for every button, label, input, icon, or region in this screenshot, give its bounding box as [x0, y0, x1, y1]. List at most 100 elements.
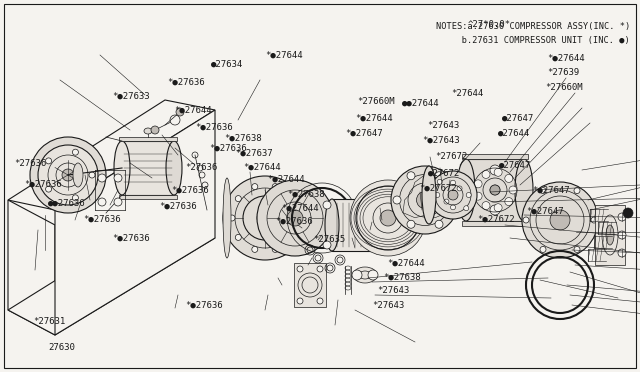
Circle shape [407, 220, 415, 228]
Text: 27630: 27630 [48, 343, 75, 352]
Ellipse shape [62, 169, 74, 181]
Circle shape [229, 215, 235, 221]
Circle shape [72, 195, 79, 201]
Circle shape [435, 192, 440, 198]
Text: *27636: *27636 [14, 159, 46, 168]
Text: *●27644: *●27644 [268, 175, 305, 184]
Text: *●27647: *●27647 [532, 186, 570, 195]
Circle shape [236, 196, 241, 202]
Circle shape [494, 168, 502, 176]
Bar [294, 263, 326, 307]
Circle shape [444, 199, 449, 204]
Ellipse shape [417, 192, 433, 208]
Ellipse shape [257, 210, 273, 226]
Text: *●27643: *●27643 [422, 136, 460, 145]
Text: *27643: *27643 [428, 121, 460, 130]
Circle shape [98, 198, 106, 206]
Polygon shape [8, 212, 215, 335]
Circle shape [379, 241, 387, 249]
Text: *●27644: *●27644 [243, 162, 281, 171]
Ellipse shape [223, 178, 231, 258]
Text: *●27636: *●27636 [83, 215, 121, 224]
Ellipse shape [457, 159, 475, 221]
Text: *●27644: *●27644 [355, 114, 393, 123]
Text: *27644: *27644 [451, 89, 483, 98]
Circle shape [466, 192, 471, 198]
Circle shape [618, 249, 626, 257]
Ellipse shape [287, 210, 303, 226]
Text: *●27636: *●27636 [195, 123, 233, 132]
Circle shape [317, 298, 323, 304]
Text: *●27638: *●27638 [287, 190, 324, 199]
Ellipse shape [166, 141, 182, 195]
Bar [462, 221, 528, 226]
Circle shape [540, 246, 546, 253]
Circle shape [197, 165, 203, 171]
Circle shape [151, 126, 159, 134]
Circle shape [509, 186, 517, 194]
Text: *27660M: *27660M [357, 97, 395, 106]
Text: *27636: *27636 [186, 163, 218, 172]
Circle shape [272, 184, 278, 190]
Circle shape [574, 246, 580, 253]
Text: *●27636: *●27636 [112, 234, 150, 243]
Circle shape [252, 184, 258, 190]
Text: ●●27644: ●●27644 [402, 99, 440, 108]
Text: *●27633: *●27633 [112, 92, 150, 100]
Text: ●27672: ●27672 [428, 169, 460, 177]
Bar [595, 205, 625, 265]
Circle shape [202, 182, 208, 188]
Ellipse shape [550, 210, 570, 230]
Text: *●27672: *●27672 [477, 215, 515, 224]
Circle shape [490, 205, 500, 215]
Ellipse shape [515, 159, 533, 221]
Circle shape [393, 196, 401, 204]
Text: *●27647: *●27647 [346, 129, 383, 138]
Circle shape [474, 192, 482, 200]
Circle shape [623, 208, 633, 218]
Ellipse shape [371, 199, 385, 251]
Circle shape [435, 172, 443, 180]
Circle shape [407, 172, 415, 180]
Text: ^27*0.0*: ^27*0.0* [467, 20, 510, 29]
Circle shape [89, 172, 95, 178]
Text: *27635: *27635 [314, 235, 346, 244]
Circle shape [170, 115, 180, 125]
Circle shape [464, 206, 468, 211]
Text: *●27647: *●27647 [526, 207, 564, 216]
Polygon shape [55, 110, 215, 335]
Text: b.27631 COMPRESSOR UNIT (INC. ●): b.27631 COMPRESSOR UNIT (INC. ●) [404, 36, 630, 45]
Circle shape [379, 201, 387, 209]
Circle shape [323, 201, 331, 209]
Ellipse shape [73, 163, 83, 187]
Text: ●27647: ●27647 [502, 114, 534, 123]
Ellipse shape [38, 145, 98, 205]
Bar [119, 137, 177, 141]
Text: NOTES:a.27630 COMPRESSOR ASSY(INC. *): NOTES:a.27630 COMPRESSOR ASSY(INC. *) [436, 22, 630, 31]
Circle shape [114, 198, 122, 206]
Circle shape [591, 217, 597, 223]
Circle shape [297, 298, 303, 304]
Text: *●27636: *●27636 [159, 202, 196, 211]
Circle shape [490, 165, 500, 175]
Text: *●27644: *●27644 [547, 53, 585, 62]
Ellipse shape [522, 182, 598, 258]
Ellipse shape [30, 137, 106, 213]
Circle shape [289, 196, 294, 202]
Circle shape [368, 270, 378, 280]
Circle shape [192, 152, 198, 158]
Circle shape [437, 179, 442, 184]
Text: *●27636: *●27636 [275, 217, 313, 226]
Text: *●27636: *●27636 [24, 180, 62, 189]
Circle shape [352, 270, 362, 280]
Text: *●27636: *●27636 [186, 301, 223, 310]
Text: *27672: *27672 [435, 153, 467, 161]
Circle shape [482, 170, 490, 179]
Text: *●27637: *●27637 [236, 149, 273, 158]
Circle shape [574, 187, 580, 193]
Text: ●●27636: ●●27636 [48, 198, 86, 207]
Text: *●27644: *●27644 [266, 51, 303, 60]
Text: *●27644: *●27644 [174, 105, 212, 114]
Circle shape [72, 149, 79, 155]
Ellipse shape [350, 180, 426, 256]
